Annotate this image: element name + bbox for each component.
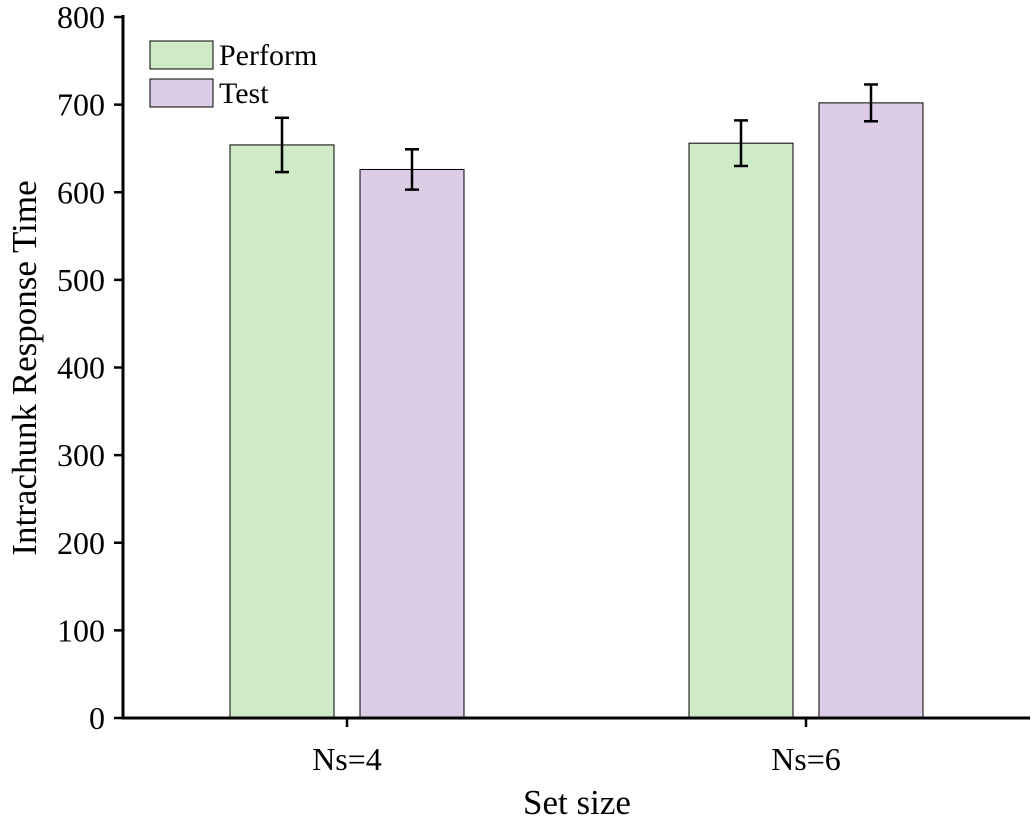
legend-swatch-test <box>149 78 214 108</box>
bar-test-1 <box>359 168 465 719</box>
y-tick-label-500: 500 <box>57 262 105 298</box>
legend-item-perform: Perform <box>149 39 317 72</box>
x-tick-label-2: Ns=6 <box>771 741 841 777</box>
x-axis-title: Set size <box>523 783 631 818</box>
y-tick-label-800: 800 <box>57 0 105 35</box>
y-tick-label-400: 400 <box>57 350 105 386</box>
legend-label-test: Test <box>219 77 269 110</box>
y-tick-label-600: 600 <box>57 174 105 210</box>
bar-test-2 <box>818 102 924 719</box>
y-axis: 0 100 200 300 400 500 600 700 800 <box>57 0 125 736</box>
y-tick-label-200: 200 <box>57 525 105 561</box>
error-bar-test-2 <box>864 83 878 123</box>
legend-swatch-perform <box>149 40 214 70</box>
legend-label-perform: Perform <box>219 39 317 72</box>
y-axis-title: Intrachunk Response Time <box>5 180 44 555</box>
y-tick-label-100: 100 <box>57 612 105 648</box>
bar-perform-1 <box>229 144 335 719</box>
y-tick-label-300: 300 <box>57 437 105 473</box>
x-axis: Ns=4 Ns=6 <box>121 716 1030 777</box>
x-tick-label-1: Ns=4 <box>312 741 382 777</box>
y-tick-label-700: 700 <box>57 87 105 123</box>
error-bar-perform-1 <box>275 116 289 174</box>
error-bars <box>275 83 878 191</box>
error-bar-test-1 <box>405 148 419 191</box>
legend: Perform Test <box>149 39 317 110</box>
bar-perform-2 <box>688 142 794 719</box>
legend-item-test: Test <box>149 77 269 110</box>
y-tick-label-0: 0 <box>89 700 105 736</box>
bars <box>229 102 924 719</box>
error-bar-perform-2 <box>734 119 748 168</box>
